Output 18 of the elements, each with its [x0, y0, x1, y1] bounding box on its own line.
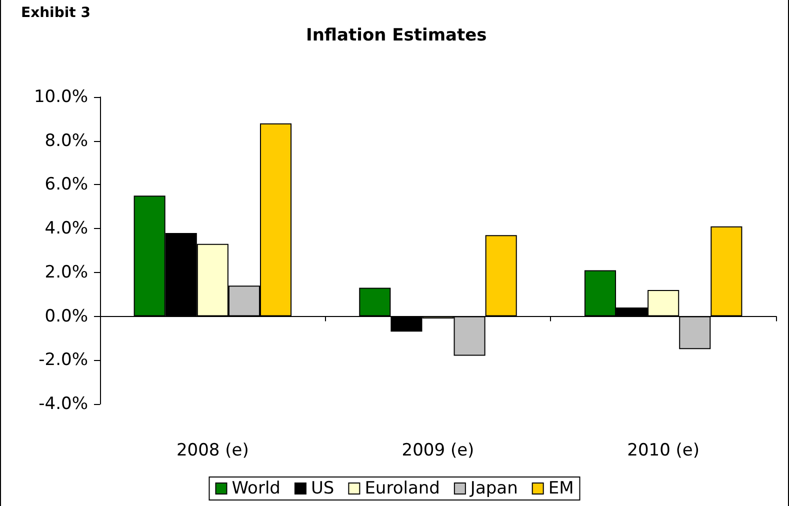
- y-tick-label: 4.0%: [44, 218, 88, 239]
- legend-label: Japan: [469, 478, 518, 498]
- chart-title: Inflation Estimates: [306, 26, 487, 46]
- y-tick-label: -4.0%: [38, 394, 88, 414]
- y-tick-label: 8.0%: [44, 130, 88, 151]
- legend-label: World: [232, 478, 280, 498]
- legend-label: EM: [548, 478, 574, 498]
- x-tick-label: 2009 (e): [402, 440, 474, 460]
- y-tick-label: 6.0%: [44, 174, 88, 195]
- x-tick-label: 2010 (e): [627, 440, 700, 460]
- y-tick-label: 10.0%: [34, 87, 88, 107]
- y-tick-label: 0.0%: [44, 306, 88, 326]
- y-tick-label: 2.0%: [44, 262, 88, 282]
- legend-label: US: [310, 478, 334, 498]
- x-tick-label: 2008 (e): [176, 440, 249, 460]
- legend-label: Euroland: [364, 478, 440, 498]
- text: Exhibit 3: [21, 5, 90, 21]
- y-tick-label: -2.0%: [38, 350, 88, 370]
